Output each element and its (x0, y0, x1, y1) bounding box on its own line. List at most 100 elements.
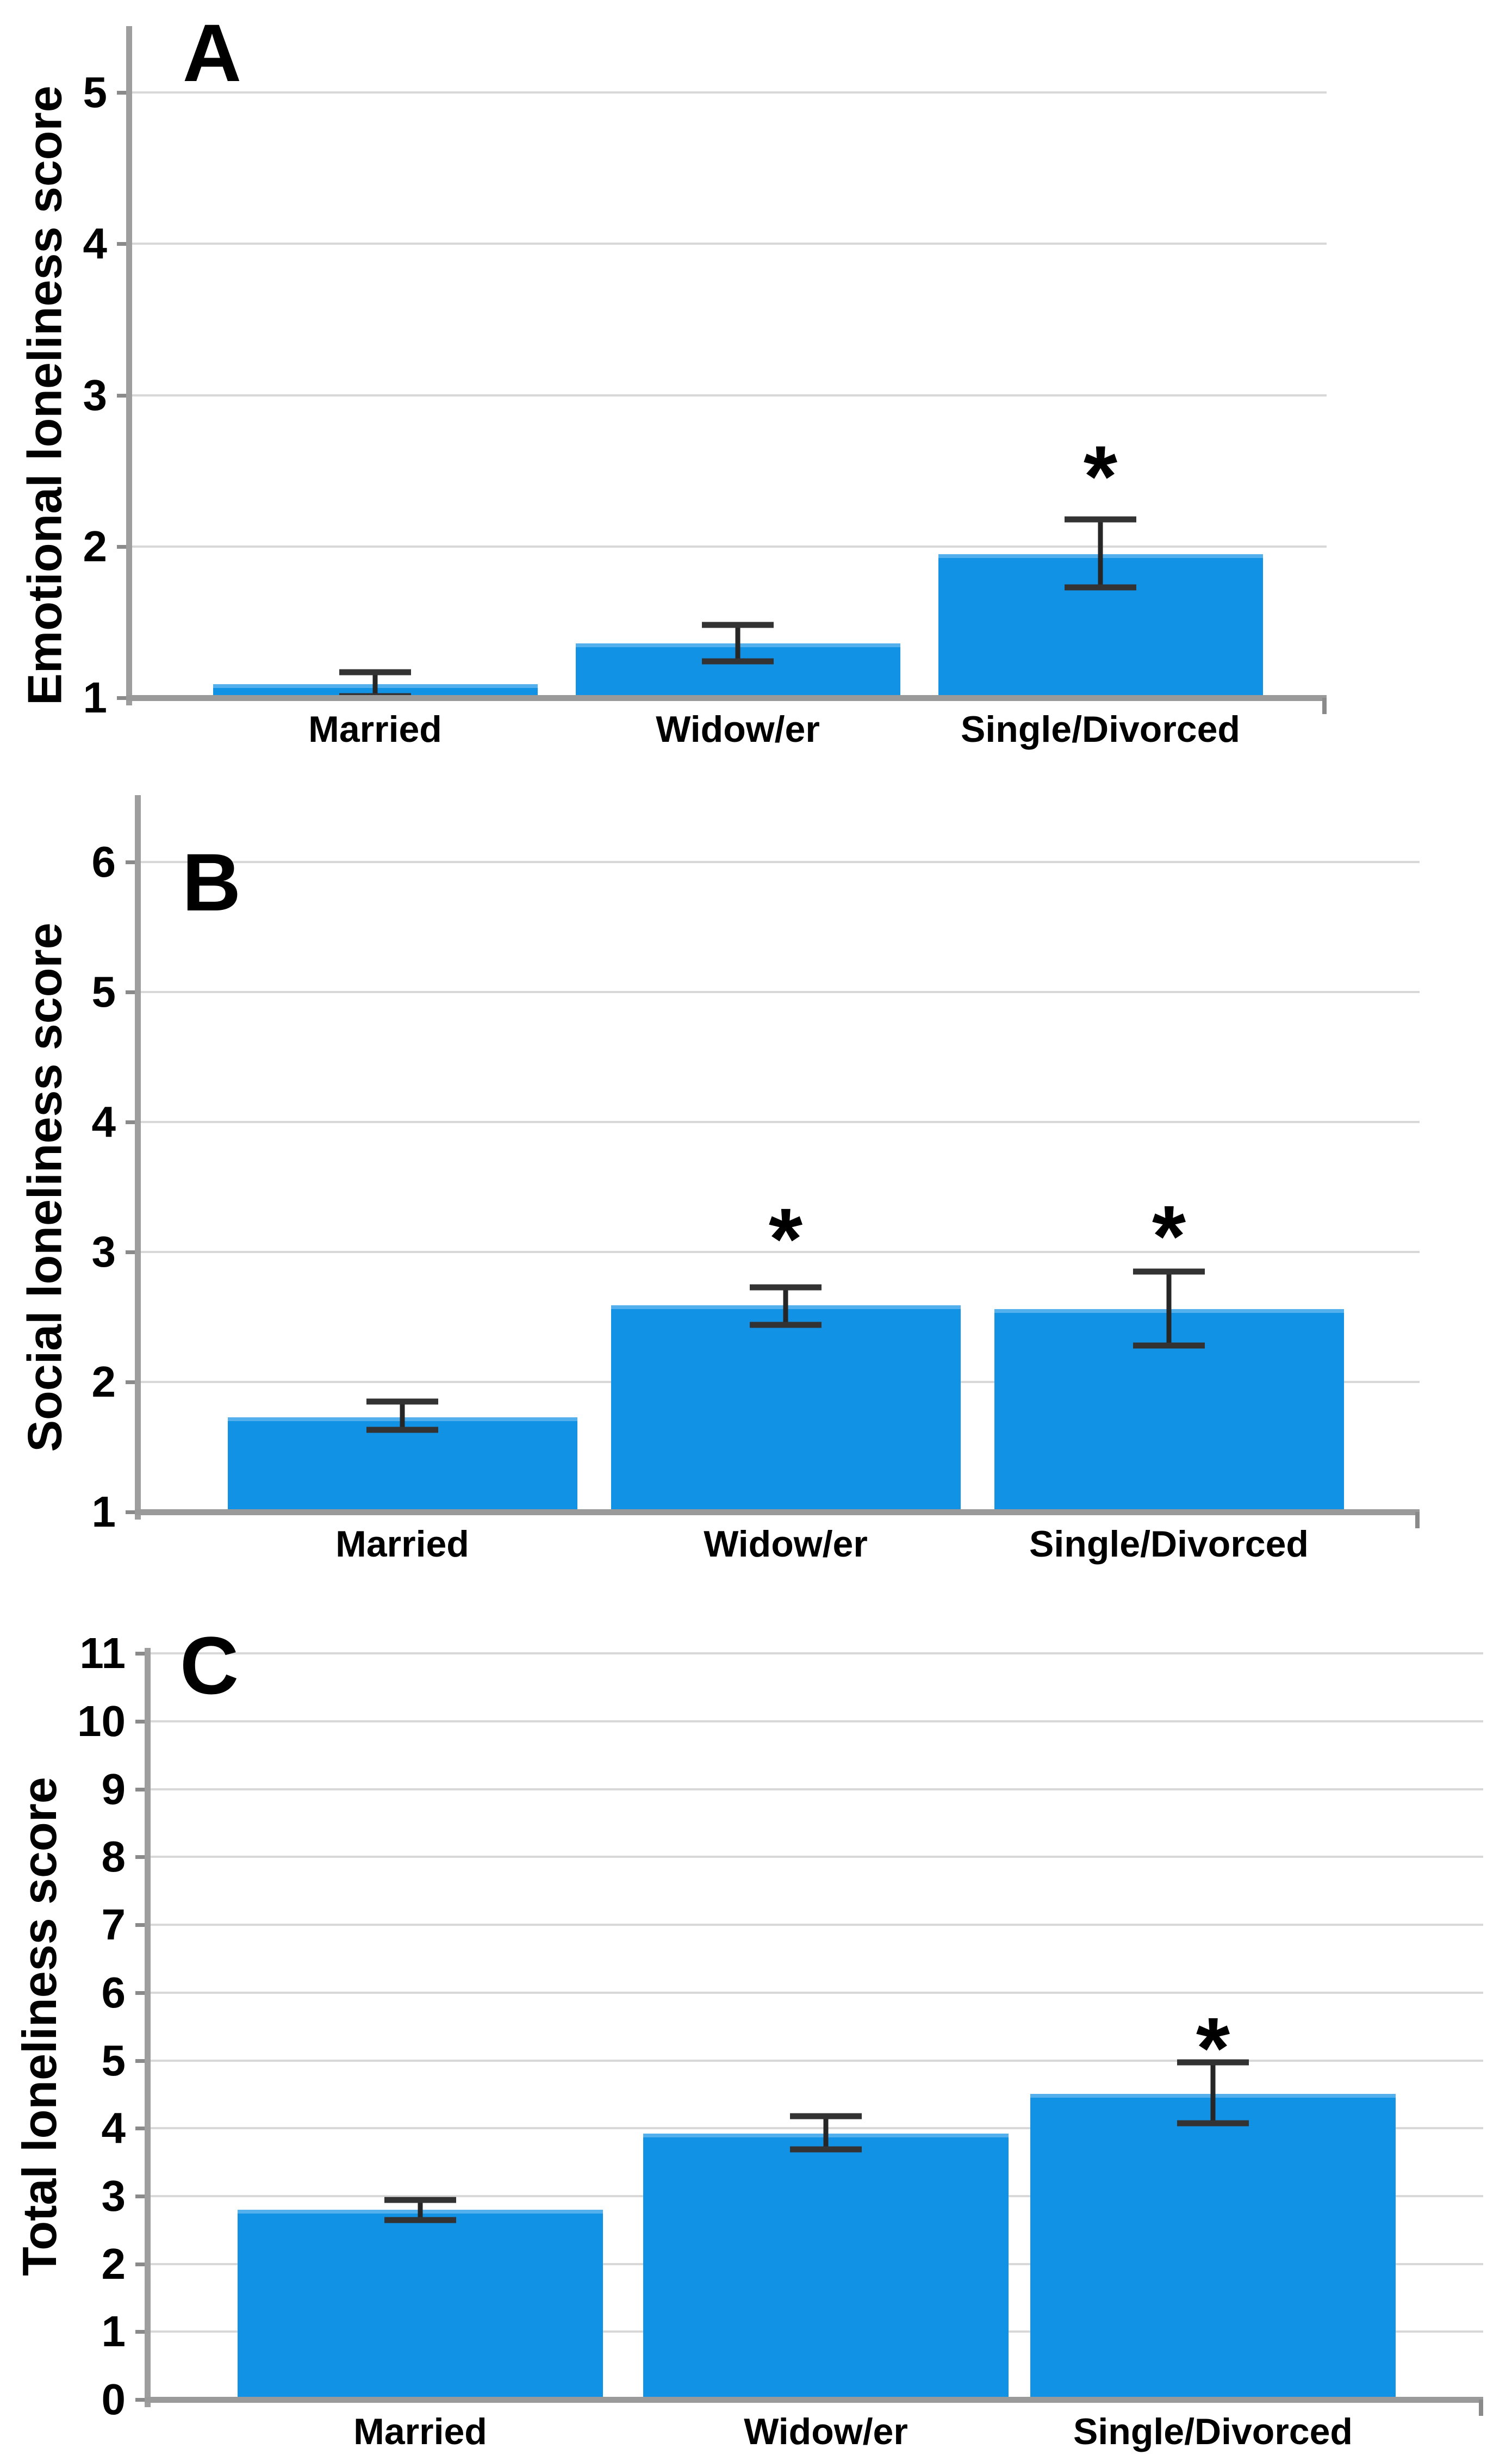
bar-single-divorced (1030, 2093, 1396, 2400)
error-bar-cap-top (750, 1284, 822, 1291)
gridline (132, 545, 1327, 548)
error-bar-cap-top (339, 669, 411, 675)
error-bar-cap-top (384, 2197, 456, 2203)
y-tick-label: 3 (83, 370, 108, 419)
x-category-label: Widow/er (656, 709, 820, 750)
gridline (141, 1121, 1420, 1123)
y-axis-line (145, 1648, 151, 2407)
gridline (151, 1924, 1483, 1926)
error-bar-whisker (418, 2200, 423, 2220)
x-category-label: Married (353, 2411, 487, 2452)
y-tick-label: 1 (91, 1487, 116, 1536)
error-bar-cap-bottom (384, 2217, 456, 2223)
y-tick-mark (117, 91, 132, 95)
error-bar-whisker (400, 1401, 405, 1430)
y-tick-label: 1 (83, 673, 108, 722)
x-category-label: Single/Divorced (1029, 1523, 1309, 1565)
y-axis-title-box: Total loneliness score (4, 1653, 75, 2400)
panel-letter-c: C (179, 1620, 239, 1711)
y-tick-mark (135, 2330, 151, 2334)
y-axis-title: Total loneliness score (13, 1777, 66, 2276)
y-tick-mark (126, 1120, 141, 1124)
x-category-label: Single/Divorced (1073, 2411, 1353, 2452)
y-axis-line (135, 795, 141, 1520)
gridline (132, 91, 1327, 94)
y-tick-mark (126, 990, 141, 994)
x-axis-end-tick (1322, 698, 1327, 714)
error-bar-cap-top (1177, 2059, 1249, 2066)
error-bar-whisker (1210, 2062, 1216, 2124)
significance-asterisk: * (1152, 1187, 1186, 1285)
y-tick-mark (135, 2194, 151, 2198)
y-tick-mark (117, 696, 132, 700)
x-category-label: Married (335, 1523, 469, 1565)
x-axis-end-tick (1479, 2400, 1483, 2416)
error-bar-cap-bottom (750, 1322, 822, 1328)
y-tick-label: 1 (101, 2307, 126, 2356)
error-bar-cap-bottom (366, 1427, 438, 1433)
gridline (151, 1788, 1483, 1790)
bar-married (238, 2209, 603, 2400)
panel-letter-b: B (182, 836, 241, 928)
y-tick-label: 6 (91, 838, 116, 886)
gridline (151, 1991, 1483, 1994)
error-bar-cap-bottom (1133, 1342, 1205, 1349)
x-category-label: Widow/er (704, 1523, 868, 1565)
error-bar-cap-bottom (1065, 584, 1136, 591)
y-tick-mark (135, 2127, 151, 2131)
y-tick-mark (135, 1991, 151, 1995)
error-bar-whisker (783, 1287, 788, 1325)
error-bar-whisker (823, 2116, 829, 2149)
y-tick-label: 11 (79, 1629, 126, 1678)
gridline (132, 243, 1327, 245)
gridline (141, 861, 1420, 863)
y-tick-label: 5 (91, 968, 116, 1016)
y-axis-line (126, 26, 132, 705)
y-tick-mark (135, 2059, 151, 2063)
y-tick-mark (135, 1720, 151, 1724)
error-bar-whisker (735, 625, 741, 662)
gridline (151, 2127, 1483, 2130)
y-tick-label: 2 (101, 2239, 126, 2288)
y-tick-label: 7 (101, 1900, 126, 1949)
x-axis-line (135, 1509, 1420, 1515)
y-tick-label: 6 (101, 1968, 126, 2017)
error-bar-cap-bottom (1177, 2120, 1249, 2127)
y-tick-mark (135, 1923, 151, 1927)
error-bar-cap-top (702, 622, 774, 628)
y-tick-label: 5 (101, 2036, 126, 2085)
y-tick-mark (117, 242, 132, 246)
y-tick-label: 9 (101, 1764, 126, 1813)
x-axis-end-tick (1415, 1512, 1420, 1528)
y-tick-mark (117, 393, 132, 398)
gridline (151, 2059, 1483, 2062)
y-tick-mark (117, 544, 132, 549)
y-tick-mark (126, 1510, 141, 1514)
bar-widow-er (643, 2134, 1009, 2400)
error-bar-cap-top (1065, 516, 1136, 523)
significance-asterisk: * (1083, 427, 1118, 525)
y-tick-mark (135, 2262, 151, 2266)
bar-widow-er (611, 1305, 961, 1512)
y-tick-mark (135, 2398, 151, 2402)
gridline (151, 1652, 1483, 1655)
y-axis-title-box: Emotional loneliness score (10, 85, 80, 705)
gridline (151, 1720, 1483, 1722)
y-tick-label: 5 (83, 68, 108, 116)
significance-asterisk: * (1196, 1999, 1230, 2097)
y-tick-label: 2 (83, 522, 108, 571)
error-bar-cap-top (790, 2113, 862, 2119)
significance-asterisk: * (768, 1190, 803, 1288)
y-tick-mark (135, 1652, 151, 1656)
y-tick-label: 2 (91, 1357, 116, 1406)
error-bar-cap-bottom (702, 658, 774, 665)
y-axis-title: Social loneliness score (18, 922, 72, 1452)
error-bar-cap-top (366, 1398, 438, 1405)
y-tick-mark (126, 860, 141, 864)
error-bar-cap-bottom (790, 2146, 862, 2153)
gridline (141, 1251, 1420, 1253)
error-bar-cap-top (1133, 1268, 1205, 1275)
gridline (151, 1856, 1483, 1858)
y-tick-label: 3 (91, 1228, 116, 1276)
